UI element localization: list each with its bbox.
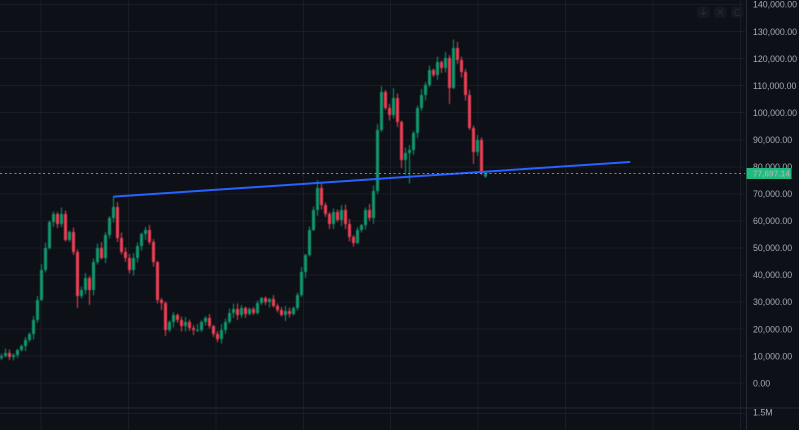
svg-text:0.00: 0.00 bbox=[753, 378, 770, 388]
svg-text:90,000.00: 90,000.00 bbox=[753, 135, 792, 145]
svg-text:70,000.00: 70,000.00 bbox=[753, 189, 792, 199]
svg-text:110,000.00: 110,000.00 bbox=[753, 81, 796, 91]
svg-text:130,000.00: 130,000.00 bbox=[753, 27, 797, 37]
svg-text:10,000.00: 10,000.00 bbox=[753, 351, 792, 361]
svg-text:20,000.00: 20,000.00 bbox=[753, 324, 792, 334]
svg-text:80,000.00: 80,000.00 bbox=[753, 162, 792, 172]
svg-text:100,000.00: 100,000.00 bbox=[753, 108, 797, 118]
svg-text:140,000.00: 140,000.00 bbox=[753, 0, 797, 10]
svg-text:120,000.00: 120,000.00 bbox=[753, 54, 797, 64]
svg-text:1.5M: 1.5M bbox=[753, 407, 773, 417]
svg-text:50,000.00: 50,000.00 bbox=[753, 243, 792, 253]
svg-text:60,000.00: 60,000.00 bbox=[753, 216, 792, 226]
svg-text:77,697.14: 77,697.14 bbox=[753, 169, 790, 179]
svg-text:30,000.00: 30,000.00 bbox=[753, 297, 792, 307]
svg-text:40,000.00: 40,000.00 bbox=[753, 270, 792, 280]
